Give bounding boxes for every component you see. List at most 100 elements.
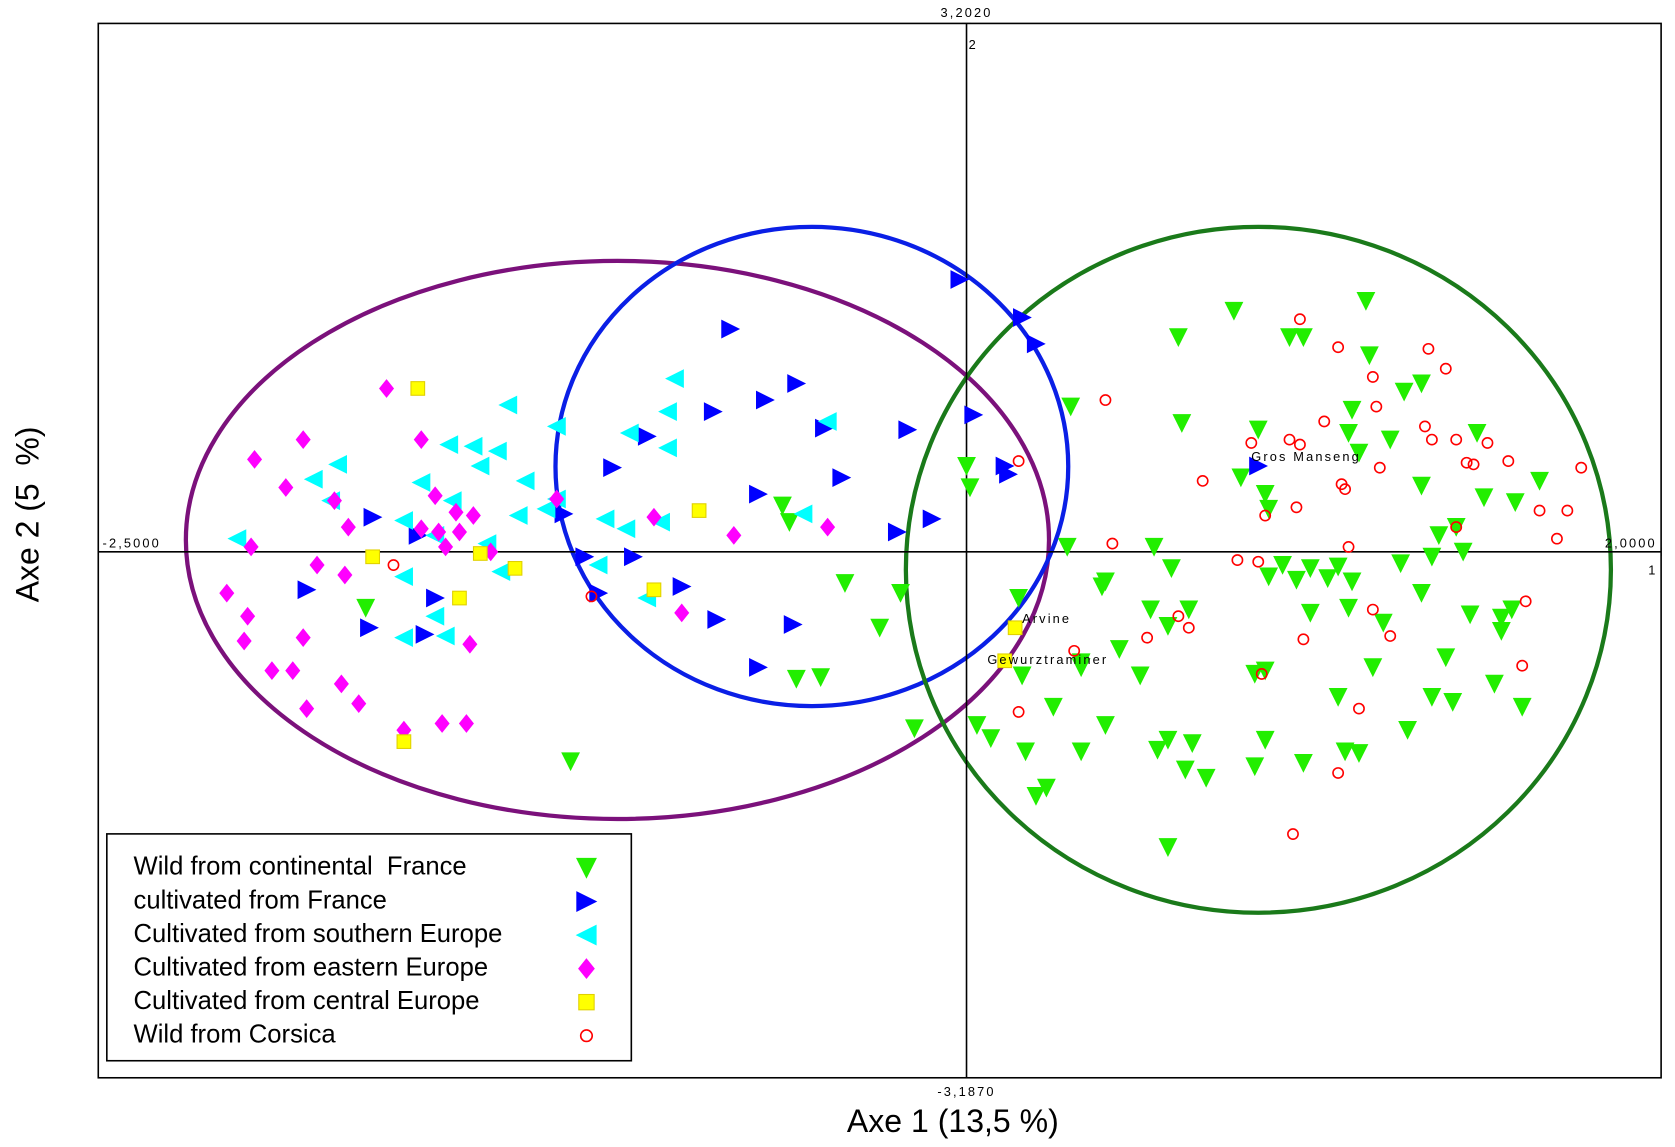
x-axis-number: 1 [1648, 562, 1657, 577]
point [439, 435, 459, 454]
point [793, 504, 813, 524]
point [333, 674, 349, 694]
point [1429, 526, 1449, 546]
legend-marker [578, 993, 595, 1011]
point [964, 405, 984, 425]
point [1012, 455, 1025, 467]
point [1332, 767, 1345, 779]
legend-label: Cultivated from eastern Europe [134, 953, 489, 981]
point [1175, 760, 1195, 780]
point [363, 507, 383, 527]
point [1328, 688, 1348, 707]
point [487, 441, 507, 461]
point [236, 631, 252, 651]
point [1255, 730, 1275, 750]
point [227, 529, 247, 549]
point [297, 580, 317, 600]
legend-label: Wild from Corsica [134, 1020, 337, 1048]
point [427, 486, 443, 506]
point [278, 478, 294, 497]
point [786, 669, 806, 689]
point [1252, 555, 1265, 568]
point [1245, 437, 1258, 449]
point [999, 464, 1018, 484]
point [1412, 476, 1431, 496]
point [1446, 518, 1466, 537]
point [472, 546, 488, 561]
point [1505, 493, 1525, 513]
point [588, 555, 608, 575]
point [811, 668, 831, 687]
point [905, 719, 924, 739]
point [1293, 754, 1313, 773]
point [1287, 570, 1306, 590]
point [950, 270, 970, 289]
point [1168, 328, 1188, 348]
group-ellipse [183, 258, 1052, 822]
point [1293, 313, 1306, 326]
point [1391, 554, 1411, 574]
point [413, 519, 429, 539]
point [1287, 828, 1299, 840]
legend-marker [575, 857, 597, 879]
point [1300, 559, 1320, 579]
point [624, 547, 643, 567]
point [1071, 653, 1091, 673]
point [1248, 420, 1268, 440]
point [351, 694, 367, 714]
point [1196, 768, 1216, 788]
legend-label: Cultivated from southern Europe [134, 920, 503, 948]
point [1335, 742, 1355, 762]
point [1016, 742, 1035, 762]
point [1255, 668, 1268, 680]
point [595, 509, 615, 529]
point [1255, 485, 1275, 504]
point [891, 584, 910, 603]
point [603, 458, 623, 478]
legend-marker [579, 1029, 594, 1043]
point [1485, 674, 1504, 694]
point [337, 565, 353, 585]
point [452, 590, 467, 606]
point [1026, 334, 1046, 354]
point [674, 603, 690, 623]
point [1007, 620, 1023, 636]
point [1158, 730, 1178, 750]
point [1366, 603, 1379, 616]
point [1533, 504, 1546, 517]
point [394, 628, 413, 648]
point [1419, 420, 1431, 433]
point [387, 559, 400, 571]
point [1373, 613, 1393, 633]
point [1512, 697, 1532, 717]
point [703, 402, 723, 421]
point [1290, 501, 1303, 514]
x-tick-label: -2,5000 [103, 536, 161, 551]
point [1474, 488, 1494, 508]
point [1575, 461, 1588, 474]
point [1342, 400, 1362, 420]
point [470, 456, 490, 476]
point [779, 513, 799, 532]
point [1339, 598, 1358, 618]
point [240, 606, 256, 626]
point [616, 519, 636, 539]
point [783, 615, 803, 634]
point [1012, 666, 1032, 686]
point [749, 657, 768, 677]
point [1043, 697, 1063, 717]
point [672, 577, 692, 596]
point [1491, 621, 1511, 641]
point [1349, 443, 1369, 463]
point [585, 590, 598, 603]
point [394, 567, 413, 586]
point [1224, 301, 1244, 321]
point [1422, 688, 1442, 707]
point [1339, 423, 1358, 443]
y-tick-label: -3,1870 [937, 1084, 995, 1099]
point [820, 517, 836, 537]
point [1130, 666, 1150, 686]
point [756, 390, 775, 410]
y-axis-label: Axe 2 (5 %) [9, 427, 45, 603]
point [508, 506, 528, 525]
